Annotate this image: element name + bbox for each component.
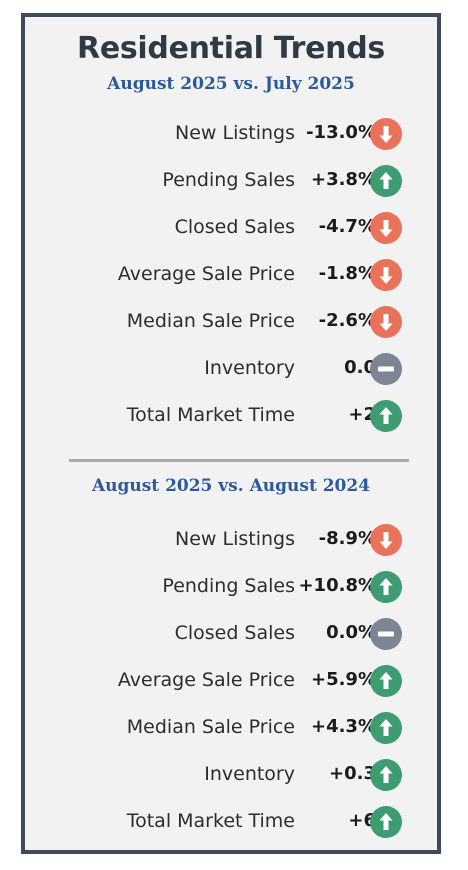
panel-title: Residential Trends (77, 31, 385, 66)
metric-row: Median Sale Price -2.6% (25, 305, 445, 339)
arrow-down-icon (370, 212, 402, 244)
metric-row: Pending Sales +3.8% (25, 164, 445, 198)
metric-row: Average Sale Price -1.8% (25, 258, 445, 292)
metric-label: Inventory (204, 763, 295, 785)
metric-label: Closed Sales (174, 216, 295, 238)
section-heading-month-over-month: August 2025 vs. July 2025 (107, 74, 355, 94)
metric-value: +5.9% (310, 669, 376, 690)
arrow-up-icon (370, 571, 402, 603)
metric-value: +2 (348, 404, 376, 425)
arrow-up-icon (370, 712, 402, 744)
arrow-down-icon (370, 306, 402, 338)
metric-label: Pending Sales (162, 575, 295, 597)
section-heading-year-over-year: August 2025 vs. August 2024 (91, 476, 371, 496)
arrow-up-icon (370, 400, 402, 432)
metric-row: New Listings -8.9% (25, 523, 445, 557)
metric-label: Total Market Time (126, 810, 295, 832)
metric-label: Inventory (204, 357, 295, 379)
metric-row: Median Sale Price +4.3% (25, 711, 445, 745)
metric-row: Total Market Time +6 (25, 805, 445, 839)
residential-trends-panel: Residential Trends August 2025 vs. July … (21, 13, 441, 854)
arrow-down-icon (370, 524, 402, 556)
metric-value: 0.0% (326, 622, 376, 643)
metric-value: -13.0% (306, 122, 376, 143)
metric-value: -4.7% (318, 216, 376, 237)
metric-label: Average Sale Price (117, 263, 295, 285)
metric-value: +0.3 (329, 763, 376, 784)
arrow-down-icon (370, 259, 402, 291)
metric-row: New Listings -13.0% (25, 117, 445, 151)
metric-value: -1.8% (318, 263, 376, 284)
minus-icon (370, 353, 402, 385)
metric-row: Average Sale Price +5.9% (25, 664, 445, 698)
metric-label: Average Sale Price (117, 669, 295, 691)
metric-row: Pending Sales +10.8% (25, 570, 445, 604)
metric-label: Median Sale Price (126, 310, 295, 332)
section-divider (69, 459, 409, 462)
metric-value: +3.8% (310, 169, 376, 190)
arrow-up-icon (370, 806, 402, 838)
metric-label: New Listings (175, 528, 295, 550)
metric-row: Total Market Time +2 (25, 399, 445, 433)
metric-value: +4.3% (310, 716, 376, 737)
metric-row: Inventory 0.0 (25, 352, 445, 386)
metric-value: +10.8% (298, 575, 376, 596)
metric-label: Median Sale Price (126, 716, 295, 738)
arrow-up-icon (370, 665, 402, 697)
metric-value: -8.9% (318, 528, 376, 549)
metric-row: Inventory +0.3 (25, 758, 445, 792)
metric-value: 0.0 (344, 357, 376, 378)
minus-icon (370, 618, 402, 650)
arrow-up-icon (370, 759, 402, 791)
metric-row: Closed Sales 0.0% (25, 617, 445, 651)
metric-value: +6 (348, 810, 376, 831)
metric-label: Total Market Time (126, 404, 295, 426)
metric-label: Closed Sales (174, 622, 295, 644)
metric-label: New Listings (175, 122, 295, 144)
metric-label: Pending Sales (162, 169, 295, 191)
metric-value: -2.6% (318, 310, 376, 331)
metric-row: Closed Sales -4.7% (25, 211, 445, 245)
arrow-down-icon (370, 118, 402, 150)
arrow-up-icon (370, 165, 402, 197)
